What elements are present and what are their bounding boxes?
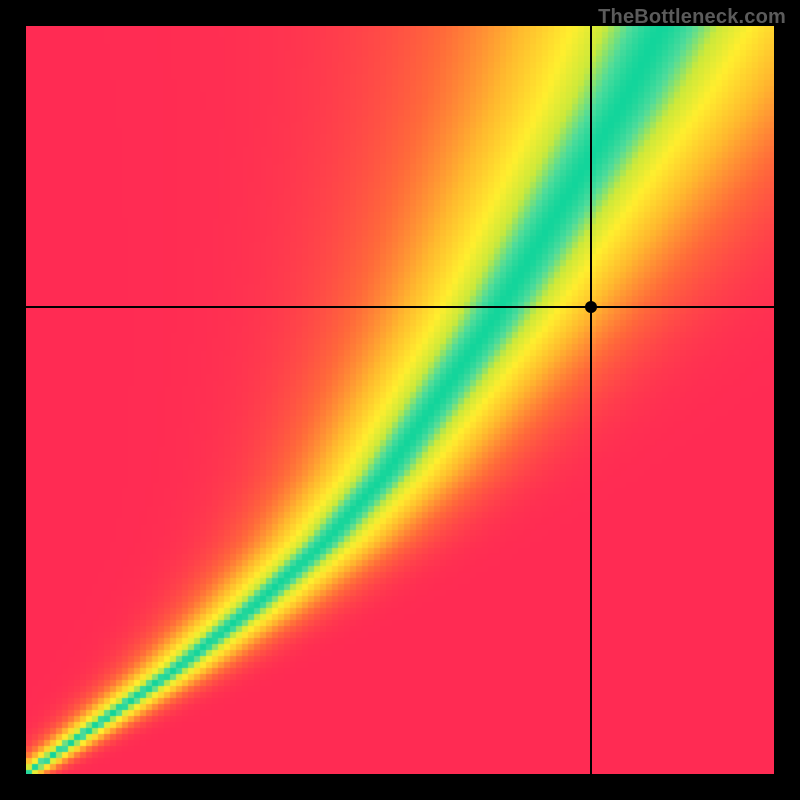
plot-frame-bottom — [0, 774, 800, 800]
crosshair-horizontal — [26, 306, 774, 308]
plot-frame-left — [0, 0, 26, 800]
heatmap-plot — [26, 26, 774, 774]
heatmap-canvas — [26, 26, 774, 774]
plot-frame-right — [774, 0, 800, 800]
watermark-text: TheBottleneck.com — [598, 6, 786, 29]
crosshair-marker — [585, 301, 597, 313]
crosshair-vertical — [590, 26, 592, 774]
